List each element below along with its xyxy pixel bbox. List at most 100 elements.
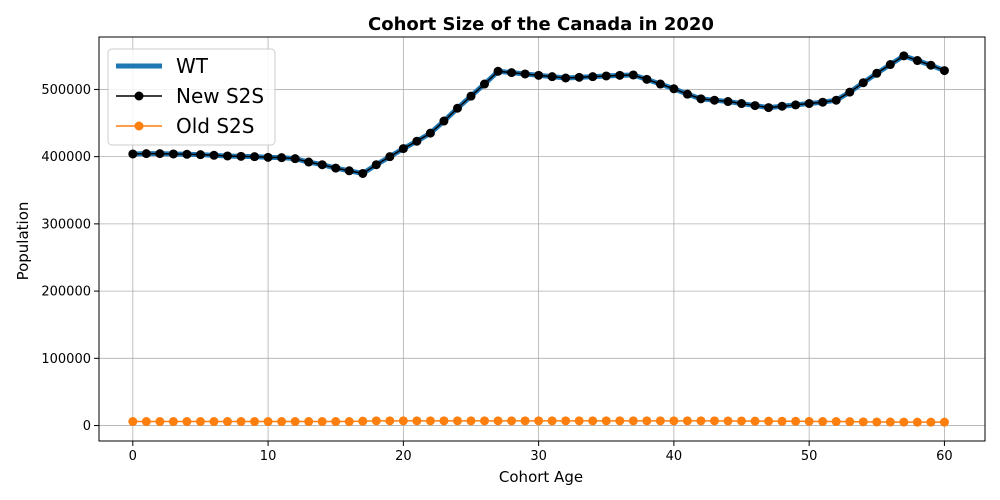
data-point	[317, 417, 327, 427]
chart-title: Cohort Size of the Canada in 2020	[368, 14, 714, 35]
data-point	[696, 416, 706, 426]
data-point	[480, 79, 490, 89]
data-point	[831, 417, 841, 427]
data-point	[263, 152, 273, 162]
x-tick-label: 0	[129, 449, 137, 464]
data-point	[939, 66, 949, 76]
data-point	[642, 416, 652, 426]
data-point	[331, 163, 341, 173]
legend-label: Old S2S	[176, 114, 254, 138]
data-point	[250, 152, 260, 162]
data-point	[709, 416, 719, 426]
data-point	[304, 417, 314, 427]
data-point	[804, 416, 814, 426]
data-point	[425, 416, 435, 426]
data-point	[182, 149, 192, 159]
data-point	[236, 151, 246, 161]
data-point	[601, 71, 611, 81]
legend-marker	[134, 121, 144, 131]
x-tick-label: 40	[666, 449, 683, 464]
legend: WT New S2S Old S2S	[107, 48, 276, 146]
data-point	[412, 136, 422, 146]
data-point	[195, 150, 205, 160]
data-point	[669, 416, 679, 426]
data-point	[466, 91, 476, 101]
data-point	[547, 416, 557, 426]
data-point	[344, 417, 354, 427]
series-old-s2s	[128, 416, 949, 427]
plot-frame	[98, 36, 986, 442]
data-point	[534, 416, 544, 426]
x-tick-label: 50	[801, 449, 818, 464]
series-layer	[128, 51, 949, 427]
data-point	[547, 72, 557, 82]
data-point	[493, 66, 503, 76]
data-point	[493, 416, 503, 426]
data-point	[682, 416, 692, 426]
data-point	[195, 417, 205, 427]
x-tick-label: 60	[936, 449, 953, 464]
data-point	[425, 128, 435, 138]
data-point	[371, 160, 381, 170]
data-point	[723, 416, 733, 426]
y-tick-label: 100000	[41, 352, 91, 367]
data-point	[858, 78, 868, 88]
x-axis-label: Cohort Age	[499, 468, 583, 486]
data-point	[858, 417, 868, 427]
data-point	[385, 152, 395, 162]
data-point	[939, 417, 949, 427]
data-point	[682, 89, 692, 99]
data-point	[358, 416, 368, 426]
data-point	[452, 416, 462, 426]
data-point	[141, 149, 151, 159]
data-point	[574, 416, 584, 426]
data-point	[764, 416, 774, 426]
data-point	[615, 416, 625, 426]
data-point	[277, 417, 287, 427]
data-point	[263, 417, 273, 427]
data-point	[507, 416, 517, 426]
data-point	[561, 416, 571, 426]
y-tick-label: 300000	[41, 217, 91, 232]
x-tick-label: 20	[395, 449, 412, 464]
y-tick-label: 200000	[41, 285, 91, 300]
legend-item: New S2S	[116, 84, 264, 108]
data-point	[317, 160, 327, 170]
data-point	[818, 97, 828, 107]
legend-item: Old S2S	[116, 114, 254, 138]
data-point	[628, 70, 638, 80]
x-tick-label: 10	[260, 449, 277, 464]
data-point	[926, 60, 936, 70]
data-point	[128, 149, 138, 159]
data-point	[561, 73, 571, 83]
data-point	[750, 101, 760, 111]
data-point	[628, 416, 638, 426]
data-point	[615, 70, 625, 80]
data-point	[655, 79, 665, 89]
data-point	[439, 116, 449, 126]
ticks: 0 10 20 30 40 50 60 0 100000 200000 300000 400000 50…	[41, 83, 952, 464]
data-point	[669, 84, 679, 94]
y-tick-label: 500000	[41, 83, 91, 98]
data-point	[223, 151, 233, 161]
data-point	[358, 168, 368, 178]
data-point	[277, 153, 287, 163]
data-point	[168, 149, 178, 159]
data-point	[791, 416, 801, 426]
data-point	[304, 157, 314, 167]
data-point	[520, 69, 530, 79]
data-point	[831, 95, 841, 105]
series-new-s2s	[128, 51, 949, 178]
data-point	[791, 100, 801, 110]
data-point	[845, 417, 855, 427]
data-point	[750, 416, 760, 426]
data-point	[412, 416, 422, 426]
legend-item: WT	[116, 54, 209, 78]
grid	[99, 37, 985, 441]
data-point	[588, 416, 598, 426]
data-point	[128, 417, 138, 427]
data-point	[480, 416, 490, 426]
data-point	[764, 103, 774, 113]
data-point	[236, 417, 246, 427]
data-point	[155, 417, 165, 427]
